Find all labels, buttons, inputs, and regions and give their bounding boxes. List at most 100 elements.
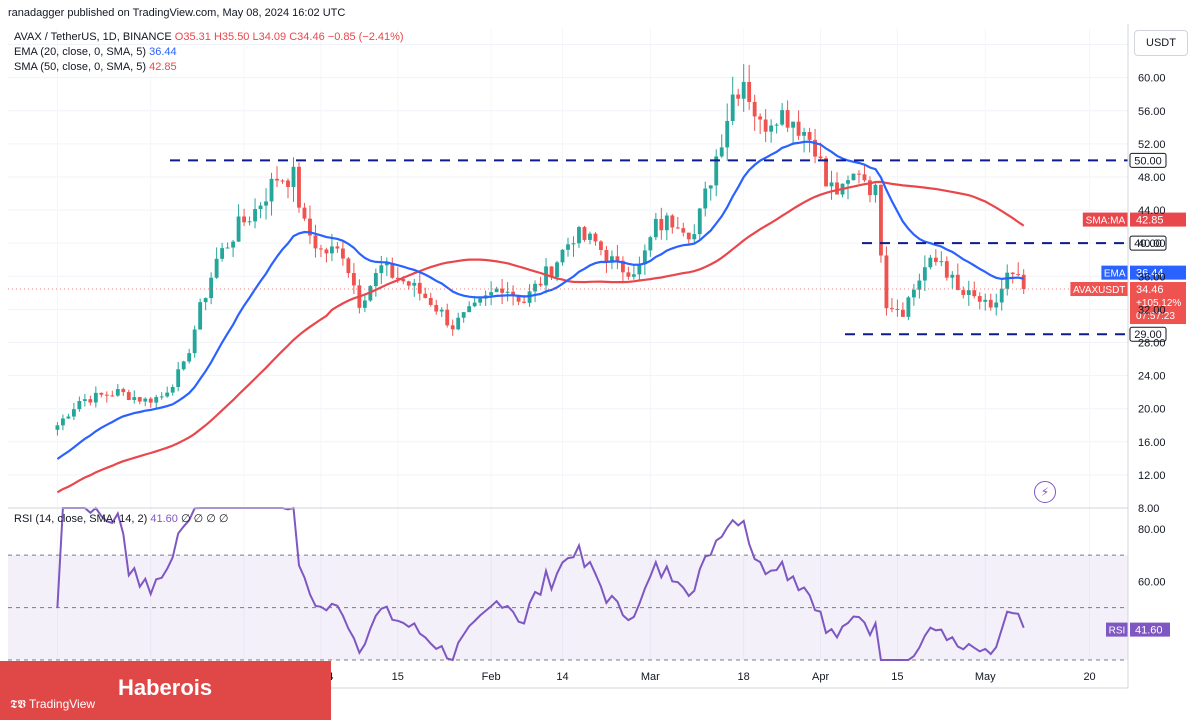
sma-label: SMA (50, close, 0, SMA, 5)	[14, 61, 147, 73]
level-tag-box	[1129, 326, 1167, 342]
candle-body	[60, 418, 65, 426]
price-tick-label: 60.00	[1138, 73, 1166, 85]
candle-body	[209, 277, 214, 299]
candle-body	[906, 297, 911, 317]
level-tag-box	[1129, 235, 1167, 251]
candle-body	[346, 258, 351, 274]
time-tick-label: 14	[556, 671, 568, 683]
candle-body	[505, 291, 510, 293]
price-tick-label: 40.00	[1138, 238, 1166, 250]
time-tick-label: Mar	[641, 671, 660, 683]
ema-label: EMA (20, close, 0, SMA, 5)	[14, 46, 147, 58]
candle-body	[873, 184, 878, 196]
candle-body	[577, 227, 581, 244]
candle-body	[214, 258, 219, 278]
candle-body	[379, 265, 384, 274]
candle-body	[955, 274, 960, 291]
candle-body	[835, 182, 839, 195]
candle-body	[884, 255, 889, 309]
candle-body	[999, 288, 1004, 303]
candle-body	[648, 237, 653, 251]
price-tick-label: 24.00	[1138, 371, 1166, 383]
candle-body	[181, 361, 186, 370]
candle-body	[511, 291, 516, 296]
candle-body	[719, 147, 724, 157]
ema-legend[interactable]: EMA (20, close, 0, SMA, 5) 36.44	[14, 46, 177, 58]
watermark-author: Haberois	[118, 675, 213, 700]
candle-body	[653, 218, 658, 238]
symbol-legend: AVAX / TetherUS, 1D, BINANCE O35.31 H35.…	[14, 31, 404, 43]
candle-body	[154, 397, 159, 403]
candle-body	[82, 399, 87, 402]
candle-body	[401, 279, 406, 282]
candle-body	[500, 288, 505, 293]
time-tick-label: 20	[1083, 671, 1095, 683]
rsi-tag-value: 41.60	[1135, 625, 1163, 637]
candle-body	[121, 389, 126, 393]
candle-body	[324, 249, 329, 254]
candle-body	[225, 247, 230, 249]
ema-value: 36.44	[149, 46, 177, 58]
price-tag-name-box	[1070, 282, 1128, 297]
candle-body	[297, 166, 301, 208]
candle-body	[313, 235, 318, 249]
candle-body	[330, 246, 334, 254]
candle-body	[994, 302, 999, 308]
candle-body	[286, 180, 290, 187]
publisher-line: ranadagger published on TradingView.com,…	[8, 7, 346, 19]
price-tag-name: AVAXUSDT	[1073, 285, 1125, 296]
rsi-tag-name: RSI	[1109, 626, 1126, 637]
candle-body	[478, 298, 483, 303]
candle-body	[796, 121, 801, 136]
candle-body	[373, 273, 378, 287]
time-tick-label: Feb	[482, 671, 501, 683]
candle-body	[439, 309, 444, 312]
rsi-extra: ∅ ∅ ∅ ∅	[180, 513, 229, 525]
level-tag-box	[1129, 152, 1167, 168]
tradingview-logo[interactable]: 𝕿𝖁 TradingView	[10, 697, 95, 712]
candle-body	[148, 398, 153, 403]
candle-body	[758, 116, 763, 120]
candle-body	[461, 312, 466, 318]
candle-body	[626, 272, 631, 277]
candles	[55, 64, 1026, 436]
candle-body	[983, 299, 988, 302]
candle-body	[972, 290, 977, 297]
candle-body	[203, 298, 208, 303]
candle-body	[88, 399, 93, 403]
price-tick-label: 20.00	[1138, 404, 1166, 416]
candle-body	[494, 288, 499, 293]
price-tick-label: 44.00	[1138, 205, 1166, 217]
candle-body	[549, 266, 554, 278]
sma-legend[interactable]: SMA (50, close, 0, SMA, 5) 42.85	[14, 61, 177, 73]
candle-body	[846, 180, 850, 184]
candle-body	[664, 215, 669, 231]
candle-body	[390, 263, 395, 278]
lightning-icon[interactable]: ⚡	[1034, 481, 1056, 503]
price-tick-label: 36.00	[1138, 271, 1166, 283]
candle-body	[335, 246, 340, 249]
candle-body	[566, 244, 570, 250]
candle-body	[692, 234, 697, 240]
currency-unit-button[interactable]: USDT	[1134, 30, 1188, 56]
candle-body	[472, 302, 477, 307]
rsi-tag-name-box	[1106, 622, 1128, 637]
rsi-tag-value-box	[1130, 622, 1170, 637]
candle-body	[769, 125, 774, 132]
candle-body	[708, 185, 713, 189]
rsi-value: 41.60	[150, 513, 178, 525]
candle-body	[637, 264, 642, 275]
candle-body	[813, 139, 817, 157]
rsi-legend[interactable]: RSI (14, close, SMA, 14, 2) 41.60 ∅ ∅ ∅ …	[14, 512, 228, 525]
level-tag-label: 29.00	[1134, 329, 1162, 341]
candle-body	[785, 110, 790, 128]
candle-body	[763, 119, 768, 132]
rsi-tick-label: 80.00	[1138, 524, 1166, 536]
candle-body	[791, 121, 796, 128]
candle-body	[890, 308, 894, 310]
candle-body	[533, 283, 537, 292]
candle-body	[137, 397, 142, 402]
candle-body	[741, 81, 746, 99]
candle-body	[192, 329, 197, 354]
